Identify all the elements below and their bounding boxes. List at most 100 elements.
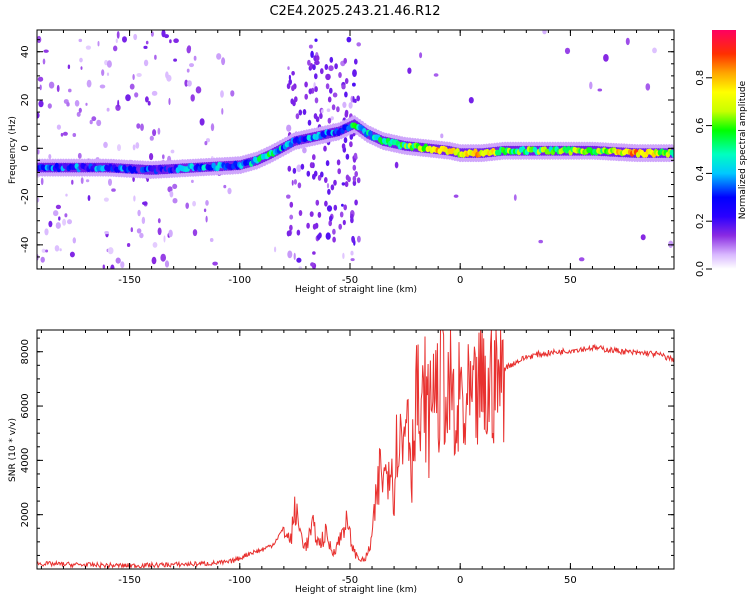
heatmap-cell: [326, 108, 331, 112]
heatmap-cell: [149, 153, 154, 161]
heatmap-cell: [671, 151, 674, 158]
heatmap-cell: [298, 266, 302, 269]
heatmap-cell: [86, 79, 92, 88]
heatmap-cell: [312, 154, 316, 161]
heatmap-cell: [110, 264, 115, 269]
heatmap-cell: [286, 83, 291, 90]
x-tick-label: -150: [118, 275, 141, 286]
heatmap-cell: [310, 262, 315, 267]
heatmap-cell: [56, 124, 62, 130]
x-tick-label: -50: [342, 575, 358, 586]
heatmap-cell: [274, 246, 277, 253]
heatmap-cell: [43, 49, 49, 53]
heatmap-cell: [56, 84, 60, 93]
heatmap-cell: [115, 257, 121, 264]
heatmap-cell: [352, 82, 356, 87]
heatmap-cell: [140, 123, 144, 131]
heatmap-cell: [307, 59, 311, 66]
heatmap-cell: [296, 257, 302, 263]
heatmap-cell: [296, 164, 302, 173]
heatmap-cell: [330, 184, 335, 191]
heatmap-cell: [85, 45, 91, 50]
heatmap-cell: [350, 258, 355, 262]
heatmap-cell: [306, 222, 310, 229]
heatmap-cell: [126, 243, 131, 247]
heatmap-cell: [353, 152, 358, 159]
heatmap-cell: [48, 220, 53, 228]
heatmap-cell: [172, 198, 178, 204]
heatmap-cell: [37, 149, 40, 155]
heatmap-cell: [307, 119, 312, 126]
heatmap-cell: [288, 230, 292, 236]
y-tick-label: 6000: [20, 393, 31, 418]
heatmap-cell: [314, 97, 319, 104]
heatmap-cell: [287, 66, 290, 70]
heatmap-cell: [309, 162, 314, 169]
heatmap-cell: [325, 160, 330, 167]
heatmap-cell: [135, 142, 140, 149]
heatmap-cell: [136, 228, 142, 234]
heatmap-cell: [38, 100, 44, 108]
heatmap-cell: [72, 133, 77, 137]
heatmap-cell: [44, 228, 49, 236]
heatmap-cell: [352, 164, 357, 171]
heatmap-cell: [169, 39, 172, 44]
heatmap-cell: [97, 41, 100, 47]
heatmap-cell: [48, 81, 55, 89]
heatmap-cell: [192, 229, 198, 237]
heatmap-cell: [205, 215, 208, 223]
heatmap-cell: [103, 141, 108, 148]
snr-frame: [36, 329, 675, 570]
heatmap-cell: [129, 83, 135, 90]
heatmap-cell: [453, 194, 459, 198]
y-tick-label: -20: [20, 188, 31, 204]
heatmap-cell: [298, 210, 303, 216]
heatmap-cell: [133, 33, 138, 41]
heatmap-cell: [297, 182, 302, 189]
x-tick-label: -100: [228, 575, 251, 586]
heatmap-cell: [291, 71, 295, 76]
heatmap-cell: [58, 216, 61, 221]
heatmap-cell: [76, 111, 81, 117]
heatmap-cell: [117, 144, 121, 152]
heatmap-cell: [326, 205, 333, 212]
heatmap-cell: [62, 218, 67, 226]
heatmap-cell: [101, 69, 105, 76]
heatmap-cell: [165, 71, 169, 79]
heatmap-cell: [168, 229, 173, 238]
snr-plot-area: [37, 330, 674, 569]
heatmap-cell: [68, 88, 72, 93]
heatmap-cell: [287, 250, 293, 259]
heatmap-cell: [227, 187, 232, 195]
heatmap-cell: [332, 236, 336, 243]
heatmap-cell: [652, 47, 657, 54]
heatmap-cell: [356, 42, 362, 47]
heatmap-cell: [145, 96, 149, 103]
heatmap-cell: [157, 227, 162, 236]
heatmap-cell: [350, 250, 354, 256]
heatmap-cell: [306, 170, 311, 177]
heatmap-cell: [333, 204, 338, 211]
y-tick-label: 2000: [20, 502, 31, 527]
heatmap-cell: [578, 257, 585, 262]
heatmap-cell: [145, 40, 149, 45]
heatmap-cell: [333, 179, 337, 186]
heatmap-cell: [352, 96, 355, 103]
heatmap-cell: [314, 86, 318, 93]
heatmap-cell: [325, 83, 330, 90]
heatmap-cell: [564, 47, 571, 55]
heatmap-cell: [349, 133, 354, 140]
heatmap-cell: [120, 261, 125, 269]
heatmap-cell: [107, 247, 114, 255]
heatmap-cell: [329, 56, 334, 63]
heatmap-cell: [352, 69, 357, 77]
x-tick-label: 50: [564, 275, 577, 286]
heatmap-cell: [125, 94, 131, 102]
heatmap-cell: [85, 102, 88, 106]
chart-title: C2E4.2025.243.21.46.R12: [269, 4, 440, 19]
heatmap-cell: [341, 182, 346, 186]
heatmap-cell: [298, 109, 303, 116]
heatmap-cell: [354, 171, 359, 177]
heatmap-cell: [308, 44, 313, 49]
